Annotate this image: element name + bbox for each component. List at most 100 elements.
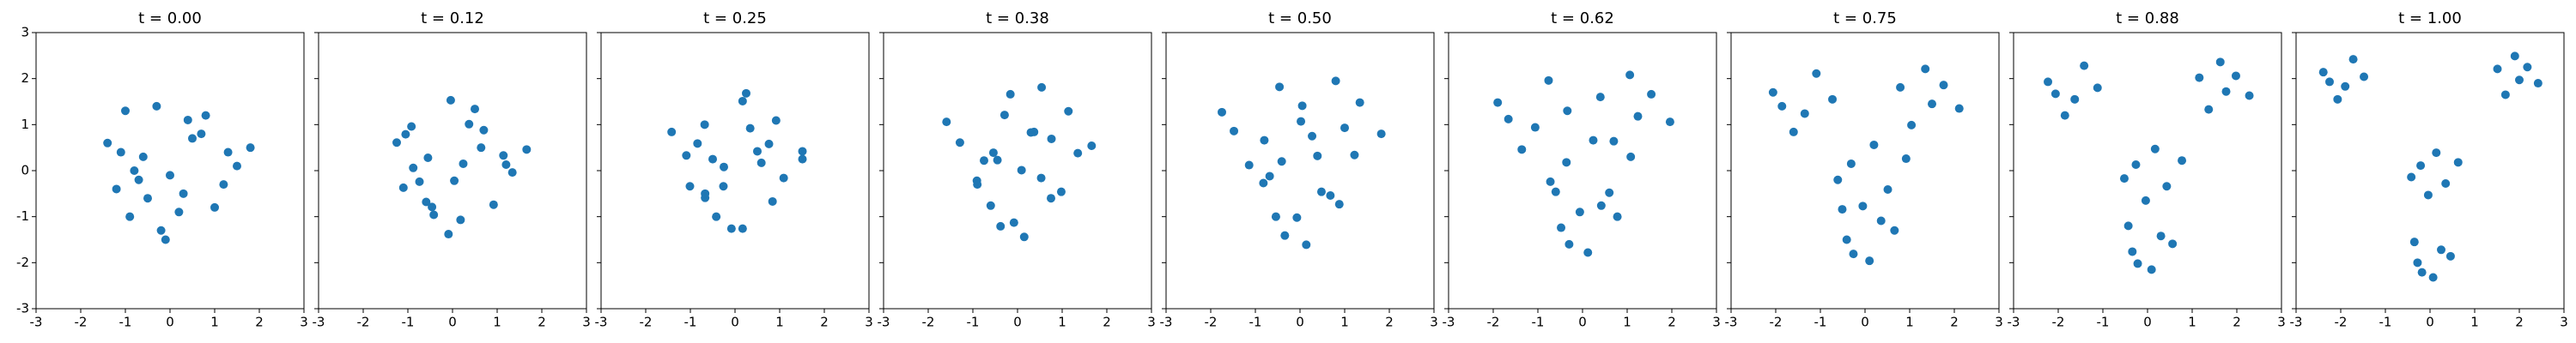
point — [1308, 131, 1317, 141]
x-tick-label: -3 — [1160, 315, 1173, 330]
point — [798, 154, 807, 164]
point — [223, 147, 233, 157]
axes-frame — [35, 32, 305, 310]
x-tick-label: 2 — [1668, 315, 1676, 330]
axes-frame — [318, 32, 587, 310]
point — [2493, 64, 2502, 74]
x-tick-label: 3 — [1147, 315, 1156, 330]
point — [1665, 117, 1674, 127]
x-tick-label: -2 — [640, 315, 653, 330]
point — [726, 224, 736, 233]
point — [2428, 273, 2438, 282]
point — [1789, 127, 1798, 136]
point — [955, 138, 964, 147]
point — [1833, 175, 1843, 184]
point — [1297, 117, 1306, 126]
point — [2515, 75, 2524, 85]
point — [2131, 160, 2141, 170]
point — [1858, 202, 1868, 211]
x-tick-label: 1 — [493, 315, 501, 330]
point — [1954, 104, 1964, 113]
point — [130, 166, 139, 175]
x-tick-label: -1 — [2097, 315, 2110, 330]
point — [2147, 265, 2156, 274]
x-tick-label: 0 — [166, 315, 174, 330]
point — [166, 171, 174, 180]
point — [1800, 109, 1809, 118]
point — [1575, 208, 1584, 217]
point — [112, 184, 121, 194]
point — [1613, 212, 1622, 221]
x-tick-label: -1 — [1249, 315, 1262, 330]
point — [1939, 81, 1948, 90]
x-tick-label: 1 — [1058, 315, 1066, 330]
point — [1355, 98, 1364, 107]
point — [1562, 158, 1571, 167]
x-tick-label: 2 — [1950, 315, 1959, 330]
point — [2453, 158, 2463, 167]
point — [1331, 76, 1340, 86]
point — [764, 139, 774, 148]
point — [188, 134, 197, 143]
x-tick-label: -3 — [313, 315, 325, 330]
point — [1589, 135, 1598, 145]
point — [2093, 83, 2102, 93]
x-tick-label: 1 — [210, 315, 219, 330]
x-tick-label: -2 — [1205, 315, 1218, 330]
point — [2204, 105, 2214, 114]
point — [2195, 73, 2204, 82]
point — [988, 148, 998, 158]
y-tick-label: 2 — [21, 70, 29, 86]
point — [1316, 187, 1326, 196]
point — [942, 117, 951, 127]
x-tick-label: -1 — [684, 315, 697, 330]
point — [667, 127, 677, 136]
x-tick-label: 3 — [1995, 315, 2003, 330]
point — [116, 147, 125, 157]
point — [986, 201, 995, 210]
panel-title: t = 0.62 — [1551, 9, 1614, 27]
point — [1073, 148, 1083, 158]
point — [2123, 221, 2133, 231]
axes-frame — [2013, 32, 2282, 310]
axes-frame — [1448, 32, 1717, 310]
point — [2407, 172, 2416, 182]
point — [179, 189, 188, 198]
x-tick-label: -3 — [2290, 315, 2303, 330]
point — [201, 111, 210, 120]
point — [401, 129, 410, 139]
panel-title: t = 0.50 — [1268, 9, 1332, 27]
x-tick-label: 2 — [820, 315, 829, 330]
point — [1633, 111, 1643, 121]
point — [1544, 75, 1553, 85]
x-tick-label: -1 — [1532, 315, 1545, 330]
x-tick-label: 2 — [538, 315, 546, 330]
x-tick-label: 3 — [2277, 315, 2286, 330]
point — [2070, 94, 2080, 104]
x-tick-label: 0 — [731, 315, 739, 330]
x-tick-label: -2 — [922, 315, 935, 330]
point — [1334, 200, 1344, 209]
point — [742, 88, 750, 98]
point — [1846, 159, 1856, 168]
point — [2162, 182, 2172, 191]
point — [2245, 91, 2254, 100]
point — [2080, 61, 2089, 70]
point — [1340, 123, 1349, 133]
point — [1564, 239, 1574, 249]
point — [1271, 212, 1280, 221]
point — [980, 156, 988, 165]
point — [1259, 178, 1268, 188]
point — [1828, 94, 1838, 104]
point — [719, 182, 728, 191]
point — [2417, 268, 2427, 277]
point — [134, 175, 143, 184]
point — [1907, 120, 1917, 129]
y-tick-label: -1 — [16, 208, 29, 224]
x-tick-label: -2 — [75, 315, 88, 330]
y-tick-label: 0 — [21, 163, 29, 178]
point — [1869, 140, 1879, 149]
panel-title: t = 0.12 — [421, 9, 484, 27]
point — [489, 200, 498, 209]
point — [1275, 82, 1285, 92]
